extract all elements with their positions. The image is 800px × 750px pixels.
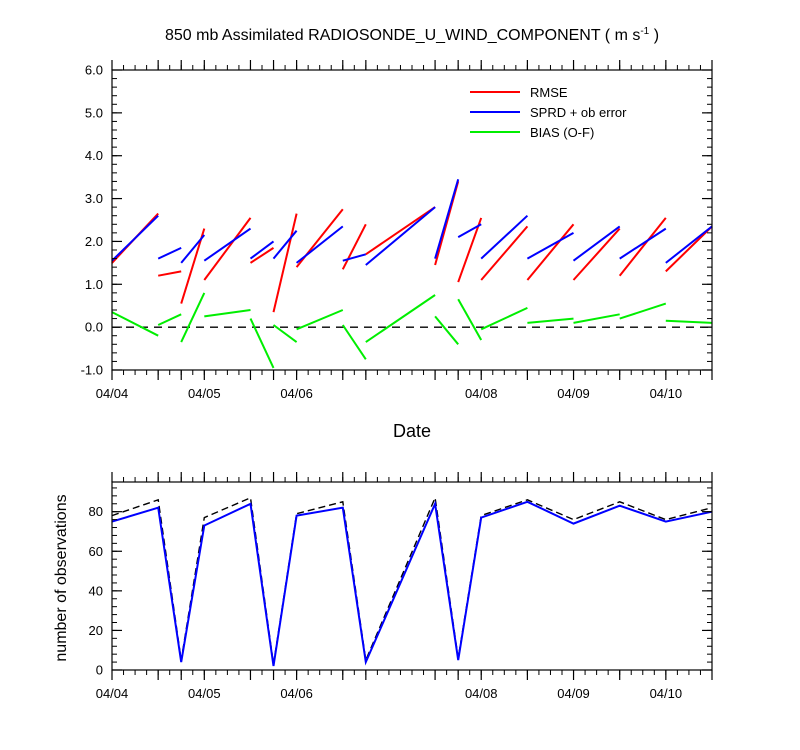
rmse-line-segment — [203, 217, 252, 281]
legend-label-rmse: RMSE — [530, 85, 568, 100]
top-x-tick-label: 04/06 — [280, 386, 313, 401]
top-y-tick-label: 1.0 — [85, 277, 103, 292]
top-y-tick-label: 4.0 — [85, 148, 103, 163]
top-y-tick-label: 2.0 — [85, 234, 103, 249]
rmse-line-segment — [158, 270, 182, 277]
bias-line-segment — [296, 309, 344, 331]
sprd-line-segment — [665, 225, 713, 264]
sprd-line-segment — [342, 253, 367, 262]
bias-line-segment — [527, 317, 574, 324]
bias-line-segment — [157, 313, 182, 326]
bias-line-segment — [365, 294, 436, 343]
sprd-line-segment — [365, 206, 436, 266]
bias-line-segment — [665, 319, 713, 324]
bottom-x-tick-label: 04/06 — [280, 686, 313, 701]
bias-line-segment — [180, 292, 206, 343]
title-text: 850 mb Assimilated RADIOSONDE_U_WIND_COM… — [165, 27, 601, 44]
rmse-line-segment — [365, 206, 436, 256]
top-x-tick-label: 04/04 — [96, 386, 129, 401]
bias-line-segment — [573, 313, 620, 324]
top-x-tick-label: 04/08 — [465, 386, 498, 401]
bias-line-segment — [111, 311, 159, 337]
rmse-line-segment — [480, 225, 529, 281]
bottom-chart: 0 20 40 60 80 04/04 04/05 04/06 04/08 04/09 04/10 — [89, 472, 713, 701]
sprd-line-segment — [180, 234, 206, 264]
rmse-line-segment — [249, 247, 275, 264]
bottom-x-tick-label: 04/05 — [188, 686, 221, 701]
sprd-line-segment — [272, 230, 298, 260]
bottom-y-tick-label: 0 — [96, 663, 103, 678]
title-units-exponent: -1 — [640, 26, 649, 37]
obs-assimilated-line — [111, 500, 713, 667]
bottom-plot-frame — [111, 481, 713, 671]
legend-label-sprd: SPRD + ob error — [530, 105, 627, 120]
bottom-x-tick-label: 04/04 — [96, 686, 129, 701]
title-units: ( m s — [605, 27, 641, 44]
y-axis-label-bottom: number of observations — [53, 494, 70, 661]
rmse-line-segment — [457, 217, 483, 283]
top-y-tick-label: 5.0 — [85, 105, 103, 120]
sprd-line-segment — [526, 232, 574, 260]
top-x-tick-label: 04/10 — [650, 386, 683, 401]
obs-possible-line — [111, 495, 713, 665]
chart-title: 850 mb Assimilated RADIOSONDE_U_WIND_COM… — [165, 26, 659, 44]
rmse-line-segment — [618, 217, 667, 277]
bottom-x-tick-label: 04/08 — [465, 686, 498, 701]
sprd-line-segment — [480, 214, 529, 260]
title-units-close: ) — [649, 27, 659, 44]
bias-line-segment — [272, 324, 298, 343]
bias-line-segment — [480, 306, 528, 331]
bias-line-segment — [619, 302, 667, 320]
rmse-line-segment — [572, 227, 621, 281]
sprd-line-segment — [457, 223, 482, 238]
bottom-x-tick-label: 04/09 — [557, 686, 590, 701]
rmse-line-segment — [665, 225, 713, 273]
sprd-line-segment — [111, 214, 159, 262]
x-axis-label: Date — [393, 421, 431, 441]
top-y-tick-label: 0.0 — [85, 320, 103, 335]
bias-line-segment — [341, 324, 367, 360]
bias-line-segment — [434, 315, 459, 345]
sprd-line-segment — [619, 227, 667, 260]
legend-label-bias: BIAS (O-F) — [530, 125, 594, 140]
bias-line-segment — [457, 298, 483, 341]
bias-line-segment — [204, 309, 251, 318]
sprd-line-segment — [295, 225, 344, 264]
top-x-tick-label: 04/05 — [188, 386, 221, 401]
bottom-y-tick-label: 20 — [89, 623, 103, 638]
top-y-tick-label: -1.0 — [81, 363, 103, 378]
bias-line-segment — [249, 318, 275, 369]
bottom-y-tick-label: 80 — [89, 504, 103, 519]
svg-text:850 mb Assimilated RADIOSONDE_: 850 mb Assimilated RADIOSONDE_U_WIND_COM… — [165, 26, 659, 44]
bottom-y-tick-label: 40 — [89, 583, 103, 598]
bottom-y-tick-label: 60 — [89, 544, 103, 559]
rmse-line-segment — [272, 213, 298, 313]
rmse-line-segment — [341, 223, 367, 270]
sprd-line-segment — [249, 240, 275, 260]
sprd-line-segment — [572, 225, 621, 262]
top-x-tick-label: 04/09 — [557, 386, 590, 401]
top-chart: -1.0 0.0 1.0 2.0 3.0 4.0 5.0 6.0 04/04 04/05 04/06… — [81, 60, 713, 401]
sprd-line-segment — [434, 179, 460, 259]
top-y-tick-label: 6.0 — [85, 63, 103, 78]
bottom-x-tick-label: 04/10 — [650, 686, 683, 701]
top-y-tick-label: 3.0 — [85, 191, 103, 206]
sprd-line-segment — [157, 246, 182, 260]
rmse-line-segment — [526, 223, 575, 281]
sprd-line-segment — [203, 227, 252, 262]
